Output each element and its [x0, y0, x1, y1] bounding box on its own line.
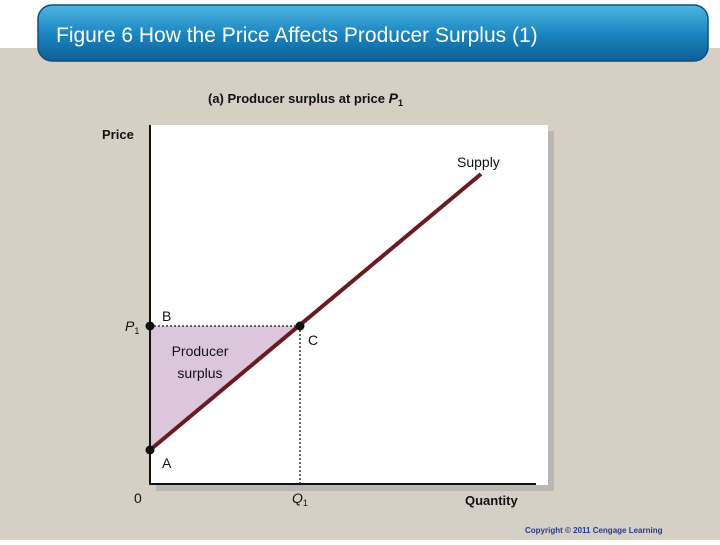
- origin-label: 0: [134, 490, 142, 506]
- y-axis-label: Price: [102, 127, 134, 142]
- title-bar: [37, 4, 709, 62]
- quantity-subscript: 1: [303, 498, 308, 508]
- region-label-line1: Producer: [172, 343, 229, 359]
- point-a: [145, 445, 155, 455]
- subtitle-symbol: P: [389, 90, 399, 106]
- quantity-symbol: Q: [292, 490, 303, 506]
- supply-curve: [148, 172, 483, 452]
- point-b-label: B: [162, 308, 171, 324]
- price-mark: P1: [125, 318, 139, 336]
- title: Figure 6 How the Price Affects Producer …: [56, 24, 538, 47]
- point-c: [295, 321, 305, 331]
- x-axis-label: Quantity: [465, 493, 518, 508]
- subtitle-subscript: 1: [398, 98, 403, 108]
- point-a-label: A: [162, 455, 172, 471]
- subtitle: (a) Producer surplus at price P1: [208, 90, 403, 108]
- quantity-mark: Q1: [292, 490, 308, 508]
- point-c-label: C: [308, 332, 318, 348]
- plot-area: [150, 125, 548, 485]
- copyright: Copyright © 2011 Cengage Learning: [525, 526, 663, 535]
- price-symbol: P: [125, 318, 135, 334]
- price-subscript: 1: [134, 326, 139, 336]
- region-label-line2: surplus: [177, 365, 222, 381]
- supply-label: Supply: [457, 154, 500, 170]
- point-b: [145, 321, 155, 331]
- subtitle-text: (a) Producer surplus at price: [208, 91, 385, 106]
